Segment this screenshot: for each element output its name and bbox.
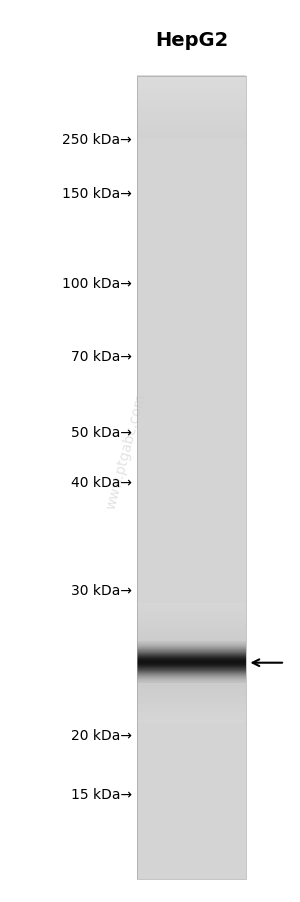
Text: www.ptgabc.com: www.ptgabc.com — [104, 391, 148, 511]
Text: 70 kDa→: 70 kDa→ — [71, 349, 132, 364]
Text: 40 kDa→: 40 kDa→ — [71, 475, 132, 490]
Text: 100 kDa→: 100 kDa→ — [62, 277, 132, 291]
Text: 15 kDa→: 15 kDa→ — [71, 787, 132, 801]
Text: 50 kDa→: 50 kDa→ — [71, 426, 132, 440]
Text: 150 kDa→: 150 kDa→ — [62, 187, 132, 201]
Text: 20 kDa→: 20 kDa→ — [71, 728, 132, 742]
Text: HepG2: HepG2 — [155, 31, 228, 51]
Text: 250 kDa→: 250 kDa→ — [62, 133, 132, 147]
Text: 30 kDa→: 30 kDa→ — [71, 584, 132, 598]
